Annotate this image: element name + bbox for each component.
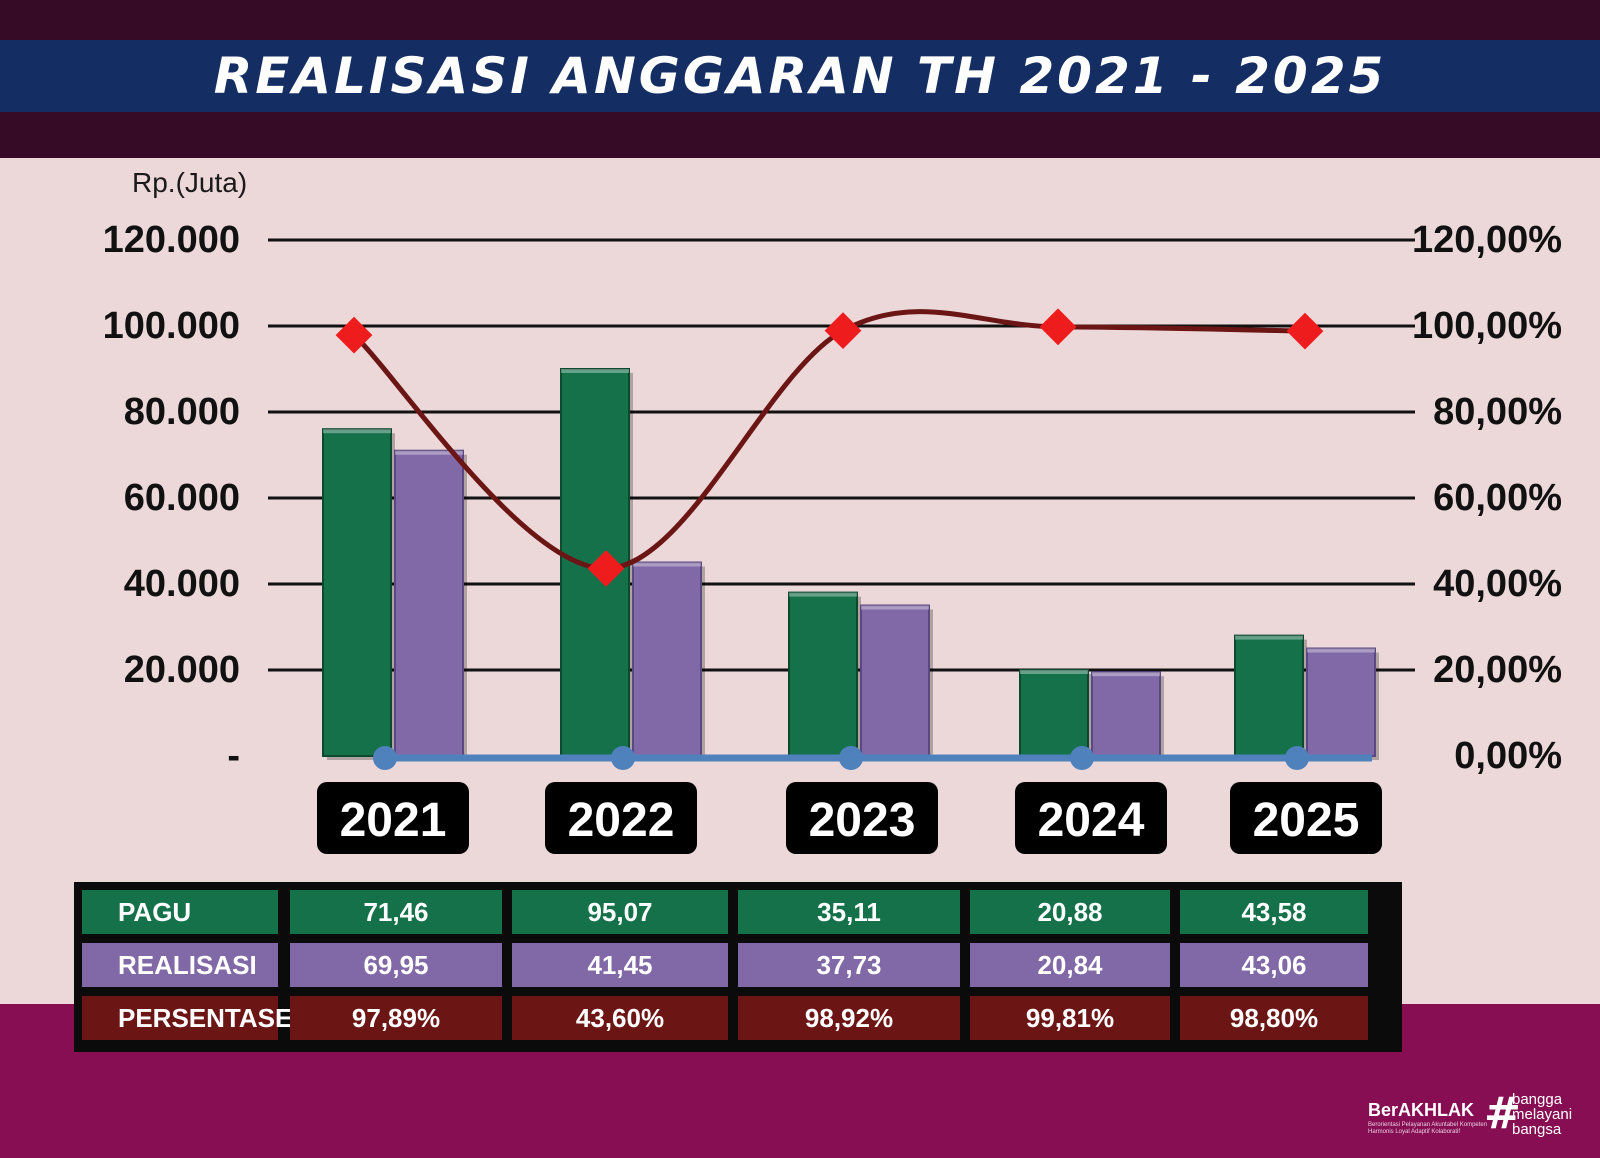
table-cell: 20,88 [970,890,1170,934]
baseline-dot-2025 [1285,746,1309,770]
brand-name: BerAKHLAK [1368,1100,1475,1120]
year-label-2025: 2025 [1253,794,1360,847]
y-tick-left: 120.000 [103,219,240,261]
x-axis-baseline [373,746,1372,770]
bar-series [322,368,1379,760]
table-row-label: REALISASI [82,943,278,987]
year-label-2023: 2023 [809,794,916,847]
realisasi-bar-2025 [1306,647,1376,757]
table-cell: 95,07 [512,890,728,934]
hashtag-icon: # [1484,1088,1521,1139]
y-tick-right: 80,00% [1433,391,1562,433]
y-tick-right: 0,00% [1454,735,1562,777]
pagu-bar-2024 [1019,669,1089,757]
percentage-line [335,308,1324,587]
percentage-marker-2022 [587,550,625,587]
pagu-bar-2025 [1234,634,1304,757]
summary-table: PAGU 71,46 95,07 35,11 20,88 43,58 REALISASI 69… [74,882,1402,1052]
bar-highlight [789,592,857,597]
table-cell: 37,73 [738,943,960,987]
bar-highlight [323,429,391,434]
bar-highlight [561,369,629,373]
axis-ticks: - 0,00% 20.000 20,00% 40.000 40,00% 60.000 60,0… [103,219,1562,777]
realisasi-bar-2022 [632,561,702,757]
title-banner: REALISASI ANGGARAN TH 2021 - 2025 [0,40,1600,112]
year-label-2021: 2021 [340,794,447,847]
tagline: bangga melayani bangsa [1512,1092,1572,1137]
table-cell: 41,45 [512,943,728,987]
brand-caption: Berorientasi Pelayanan Akuntabel Kompete… [1368,1122,1488,1135]
table-cell: 98,92% [738,996,960,1040]
percentage-marker-2021 [335,316,373,354]
bar-highlight [395,450,463,455]
y-tick-left: - [227,735,240,777]
baseline-dot-2022 [611,746,635,770]
bar-highlight [861,605,929,610]
y-tick-right: 100,00% [1412,305,1562,347]
year-box-2023 [786,782,938,854]
year-labels: 2021 2022 2023 2024 2025 [317,782,1382,854]
pagu-bar-2021 [322,428,392,757]
bar-highlight [1092,672,1160,677]
percentage-marker-2025 [1286,312,1324,350]
table-row-label: PERSENTASE [82,996,292,1040]
y-tick-left: 40.000 [124,563,240,605]
tagline-1: bangga [1512,1091,1563,1108]
baseline-dot-2023 [839,746,863,770]
y-axis-unit-label: Rp.(Juta) [132,167,247,198]
budget-chart: - 0,00% 20.000 20,00% 40.000 40,00% 60.000 60,0… [103,167,1562,854]
table-cell: 71,46 [290,890,502,934]
bar-highlight [1020,670,1088,674]
page-title: REALISASI ANGGARAN TH 2021 - 2025 [213,47,1387,105]
percentage-marker-2023 [824,312,862,350]
percentage-curve [352,309,1306,572]
bar-highlight [1235,635,1303,640]
table-cell: 20,84 [970,943,1170,987]
bar-highlight [633,562,701,567]
year-box-2022 [545,782,697,854]
tagline-2: melayani [1512,1106,1573,1123]
y-tick-right: 40,00% [1433,563,1562,605]
table-cell: 69,95 [290,943,502,987]
realisasi-bar-2021 [394,449,464,757]
y-tick-right: 120,00% [1412,219,1562,261]
year-box-2024 [1015,782,1167,854]
table-cell: 43,58 [1180,890,1368,934]
year-label-2022: 2022 [568,794,675,847]
year-box-2025 [1230,782,1382,854]
year-label-2024: 2024 [1038,794,1145,847]
y-tick-left: 80.000 [124,391,240,433]
table-cell: 98,80% [1180,996,1368,1040]
realisasi-bar-2024 [1091,671,1161,758]
table-cell: 43,06 [1180,943,1368,987]
baseline-dot-2021 [373,746,397,770]
chart-panel [0,158,1600,1004]
table-cell: 43,60% [512,996,728,1040]
table-cell: 99,81% [970,996,1170,1040]
table-cell: 35,11 [738,890,960,934]
bar-highlight [1307,648,1375,653]
pagu-bar-2023 [788,591,858,757]
percentage-marker-2024 [1039,308,1077,346]
table-row-label: PAGU [82,890,278,934]
y-tick-left: 20.000 [124,649,240,691]
y-tick-left: 100.000 [103,305,240,347]
year-box-2021 [317,782,469,854]
tagline-3: bangsa [1512,1121,1562,1138]
y-tick-right: 60,00% [1433,477,1562,519]
y-tick-left: 60.000 [124,477,240,519]
table-cell: 97,89% [290,996,502,1040]
realisasi-bar-2023 [860,604,930,757]
baseline-dot-2024 [1070,746,1094,770]
berakhlak-logo: BerAKHLAK Berorientasi Pelayanan Akuntab… [1368,1088,1578,1139]
y-tick-right: 20,00% [1433,649,1562,691]
